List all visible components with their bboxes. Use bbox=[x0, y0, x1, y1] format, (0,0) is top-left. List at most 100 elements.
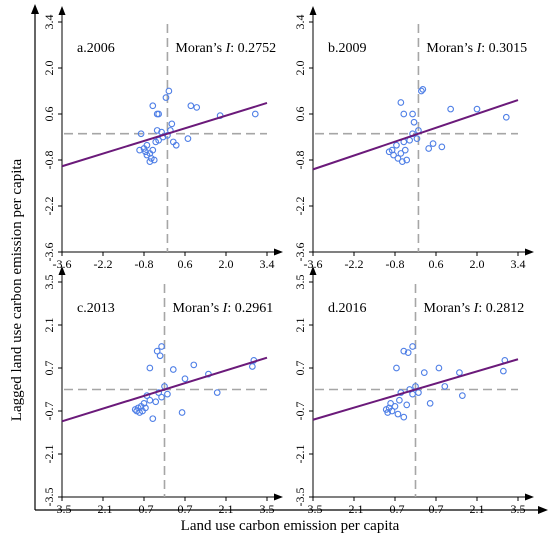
panel-y-axis-arrow bbox=[309, 6, 317, 15]
data-point bbox=[393, 141, 400, 149]
y-axis-label: Lagged land use carbon emission per capi… bbox=[9, 158, 25, 421]
panel-y-axis-arrow bbox=[58, 266, 66, 275]
regression-line bbox=[312, 99, 519, 171]
panel-1: -3.6 -2.2 -0.8 0.6 2.0 3.4 3.4 2.0 0.6 -0.8 -2.2 -3… bbox=[42, 6, 283, 271]
data-point bbox=[403, 401, 411, 409]
x-axis-label: Land use carbon emission per capita bbox=[181, 518, 400, 534]
data-point bbox=[473, 105, 481, 113]
regression-line bbox=[312, 358, 519, 421]
y-tick-label: 3.4 bbox=[293, 15, 307, 30]
panel-label: c.2013 bbox=[77, 301, 115, 316]
data-point bbox=[388, 407, 396, 415]
x-tick-label: 2.0 bbox=[470, 257, 485, 271]
y-tick-label: 0.7 bbox=[293, 361, 307, 376]
x-tick-label: -3.5 bbox=[304, 502, 323, 516]
data-point bbox=[152, 398, 160, 406]
x-tick-label: -2.2 bbox=[94, 257, 113, 271]
x-tick-label: -0.8 bbox=[386, 257, 405, 271]
data-point bbox=[419, 86, 427, 93]
y-tick-label: -3.5 bbox=[42, 488, 56, 507]
y-tick-label: -2.1 bbox=[42, 445, 56, 464]
x-tick-label: -0.7 bbox=[135, 502, 154, 516]
y-tick-label: -0.8 bbox=[42, 151, 56, 170]
data-point bbox=[401, 146, 409, 154]
data-point bbox=[415, 389, 422, 396]
x-tick-label: -3.6 bbox=[53, 257, 72, 271]
data-point bbox=[156, 352, 164, 360]
panel-label: b.2009 bbox=[328, 41, 367, 56]
data-point bbox=[397, 150, 405, 157]
data-point bbox=[169, 366, 177, 373]
morans-i-value: : 0.2961 bbox=[227, 301, 273, 316]
data-point bbox=[136, 146, 143, 154]
data-point bbox=[158, 393, 165, 401]
y-tick-label: 2.0 bbox=[42, 61, 56, 76]
y-tick-label: 0.7 bbox=[42, 361, 56, 376]
data-point bbox=[146, 396, 154, 404]
data-point bbox=[193, 104, 201, 111]
x-tick-label: -3.5 bbox=[53, 502, 72, 516]
data-point bbox=[146, 158, 154, 165]
data-point bbox=[251, 110, 259, 118]
y-tick-label: 2.1 bbox=[293, 318, 307, 333]
data-point bbox=[447, 105, 454, 113]
morans-i-symbol: I bbox=[473, 301, 480, 316]
data-point bbox=[158, 343, 165, 350]
data-point bbox=[409, 110, 416, 118]
morans-i-prefix: Moran’s bbox=[173, 301, 223, 316]
y-tick-label: 0.6 bbox=[42, 107, 56, 122]
data-point bbox=[384, 409, 392, 416]
x-tick-label: -2.2 bbox=[345, 257, 364, 271]
outer-x-axis-arrow bbox=[538, 506, 548, 514]
y-tick-label: -3.5 bbox=[293, 488, 307, 507]
y-tick-label: -2.2 bbox=[42, 197, 56, 216]
data-point bbox=[404, 349, 412, 356]
data-point bbox=[184, 135, 192, 142]
data-point bbox=[438, 143, 446, 151]
x-tick-label: 2.0 bbox=[219, 257, 234, 271]
data-point bbox=[190, 361, 198, 369]
data-point bbox=[394, 410, 402, 418]
x-tick-label: 3.5 bbox=[511, 502, 526, 516]
data-point bbox=[396, 396, 403, 404]
data-point bbox=[142, 404, 149, 412]
panel-x-axis-arrow bbox=[274, 248, 283, 256]
data-point bbox=[400, 110, 408, 118]
x-tick-label: -2.1 bbox=[94, 502, 113, 516]
data-point bbox=[213, 389, 221, 396]
data-point bbox=[394, 155, 402, 162]
data-point bbox=[398, 158, 406, 165]
panel-y-axis-arrow bbox=[58, 6, 66, 15]
morans-i-prefix: Moran’s bbox=[424, 301, 474, 316]
data-point bbox=[149, 415, 157, 423]
data-point bbox=[162, 94, 170, 101]
x-tick-label: 3.4 bbox=[260, 257, 275, 271]
regression-line bbox=[61, 102, 268, 168]
panel-x-axis-arrow bbox=[274, 493, 283, 501]
data-point bbox=[155, 136, 162, 144]
data-point bbox=[178, 409, 186, 416]
y-tick-label: -3.6 bbox=[42, 243, 56, 262]
panel-x-axis-arrow bbox=[525, 493, 534, 501]
morans-i-symbol: I bbox=[225, 41, 232, 56]
y-tick-label: 2.0 bbox=[293, 61, 307, 76]
x-tick-label: 0.6 bbox=[429, 257, 444, 271]
x-tick-label: -0.7 bbox=[386, 502, 405, 516]
data-point bbox=[500, 367, 507, 375]
data-point bbox=[390, 151, 397, 159]
data-point bbox=[181, 375, 189, 383]
data-point bbox=[168, 120, 176, 128]
data-point bbox=[155, 110, 162, 118]
morans-i-annotation: Moran’s I: 0.2961 bbox=[173, 301, 274, 316]
data-point bbox=[459, 392, 466, 399]
y-tick-label: 3.5 bbox=[293, 275, 307, 290]
x-tick-label: 0.7 bbox=[429, 502, 444, 516]
data-point bbox=[409, 343, 416, 350]
data-point bbox=[441, 383, 449, 390]
morans-i-prefix: Moran’s bbox=[426, 41, 476, 56]
morans-i-prefix: Moran’s bbox=[175, 41, 225, 56]
x-tick-label: 3.4 bbox=[511, 257, 526, 271]
data-point bbox=[143, 141, 151, 149]
y-tick-label: 0.6 bbox=[293, 107, 307, 122]
data-point bbox=[164, 390, 171, 398]
